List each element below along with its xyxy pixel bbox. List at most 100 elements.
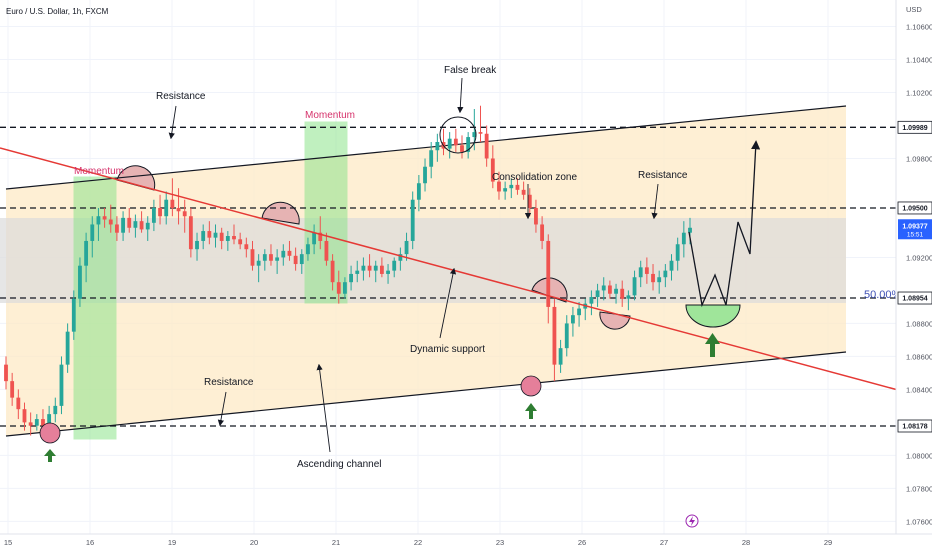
- candle-body: [336, 282, 341, 294]
- candle-body: [558, 348, 563, 365]
- candle-body: [102, 216, 107, 220]
- candle-body: [145, 222, 150, 230]
- time-tick-label: 27: [660, 538, 668, 547]
- price-ticks: 1.10600 1.10400 1.10200 1.09800 1.09200 1.088…: [906, 23, 932, 527]
- label-dynamic-support: Dynamic support: [410, 344, 485, 355]
- time-tick-label: 16: [86, 538, 94, 547]
- label-momentum-2: Momentum: [305, 110, 355, 121]
- candle-body: [398, 254, 403, 261]
- channel-lower-line: [5, 351, 847, 437]
- pointer-resistance-3: [217, 391, 227, 427]
- candle-body: [688, 227, 692, 233]
- buy-arrow-2: [525, 403, 537, 419]
- candle-body: [47, 414, 52, 426]
- candle-body: [546, 240, 551, 307]
- candle-body: [244, 244, 249, 250]
- candlestick-series: [4, 105, 692, 436]
- candle-body: [343, 282, 347, 294]
- candle-body: [614, 288, 618, 294]
- channel-upper-line: [5, 105, 847, 190]
- candle-body: [435, 142, 440, 151]
- candle-body: [379, 265, 384, 274]
- candle-body: [287, 250, 292, 256]
- time-tick-label: 23: [496, 538, 504, 547]
- lightning-icon[interactable]: [685, 514, 699, 528]
- candle-body: [361, 265, 366, 271]
- candle-body: [478, 132, 483, 134]
- candle-body: [4, 364, 8, 382]
- price-tick-label: 1.07800: [906, 484, 932, 493]
- candle-body: [127, 217, 132, 228]
- label-resistance-1: Resistance: [156, 91, 206, 102]
- candle-body: [330, 260, 335, 283]
- candle-body: [601, 285, 606, 291]
- price-tick-label: 1.10400: [906, 56, 932, 65]
- candle-body: [275, 257, 280, 261]
- candle-body: [663, 270, 668, 278]
- candle-body: [540, 224, 545, 241]
- candle-body: [121, 217, 125, 233]
- candle-body: [589, 297, 594, 304]
- candle-body: [632, 277, 637, 296]
- candle-body: [416, 183, 421, 200]
- price-tick-label: 1.08600: [906, 352, 932, 361]
- candle-body: [497, 181, 501, 192]
- candle-body: [490, 158, 495, 182]
- projected-price-path: [688, 140, 761, 308]
- label-false-break: False break: [444, 65, 497, 76]
- candle-body: [306, 244, 310, 255]
- candle-body: [638, 267, 643, 278]
- pointer-resistance-1: [168, 105, 177, 140]
- price-axis[interactable]: [896, 0, 932, 534]
- candle-body: [626, 295, 631, 299]
- candle-body: [577, 308, 581, 316]
- time-tick-label: 29: [824, 538, 832, 547]
- price-tick-label: 1.10600: [906, 23, 932, 32]
- time-tick-label: 19: [168, 538, 176, 547]
- candle-body: [503, 188, 508, 192]
- pointer-ascending-channel: [316, 363, 331, 453]
- level-badge: [897, 419, 932, 433]
- consolidation-band: [0, 218, 846, 303]
- candle-body: [213, 232, 218, 238]
- candle-body: [176, 207, 181, 212]
- level-badge-label: 1.09500: [902, 205, 927, 212]
- candle-body: [188, 216, 193, 250]
- time-tick-label: 22: [414, 538, 422, 547]
- current-price-label: 1.09377: [902, 223, 927, 230]
- candle-body: [595, 290, 600, 298]
- candle-body: [269, 254, 273, 261]
- candle-body: [293, 255, 298, 265]
- candle-body: [318, 232, 323, 241]
- candle-body: [78, 265, 82, 299]
- time-tick-label: 20: [250, 538, 258, 547]
- currency-label: USD: [906, 5, 922, 14]
- candle-body: [182, 211, 187, 217]
- candle-body: [534, 207, 538, 225]
- candle-body: [195, 240, 199, 250]
- pointer-resistance-2: [651, 183, 659, 220]
- candle-body: [484, 133, 489, 159]
- candle-body: [681, 232, 686, 245]
- candle-body: [59, 364, 64, 406]
- candle-body: [139, 221, 144, 230]
- price-tick-label: 1.08000: [906, 451, 932, 460]
- candle-body: [404, 240, 409, 255]
- time-tick-label: 28: [742, 538, 750, 547]
- candle-body: [207, 231, 212, 238]
- candle-body: [472, 132, 477, 138]
- time-axis[interactable]: [0, 534, 932, 550]
- candle-body: [552, 306, 557, 365]
- candle-body: [564, 323, 569, 349]
- candle-body: [65, 331, 70, 365]
- pointer-false-break: [457, 77, 464, 114]
- candle-body: [521, 189, 526, 195]
- label-resistance-2: Resistance: [638, 170, 688, 181]
- candle-body: [453, 138, 458, 146]
- candle-body: [164, 199, 169, 217]
- candle-body: [108, 219, 113, 225]
- candle-body: [657, 277, 662, 283]
- candle-body: [466, 137, 471, 152]
